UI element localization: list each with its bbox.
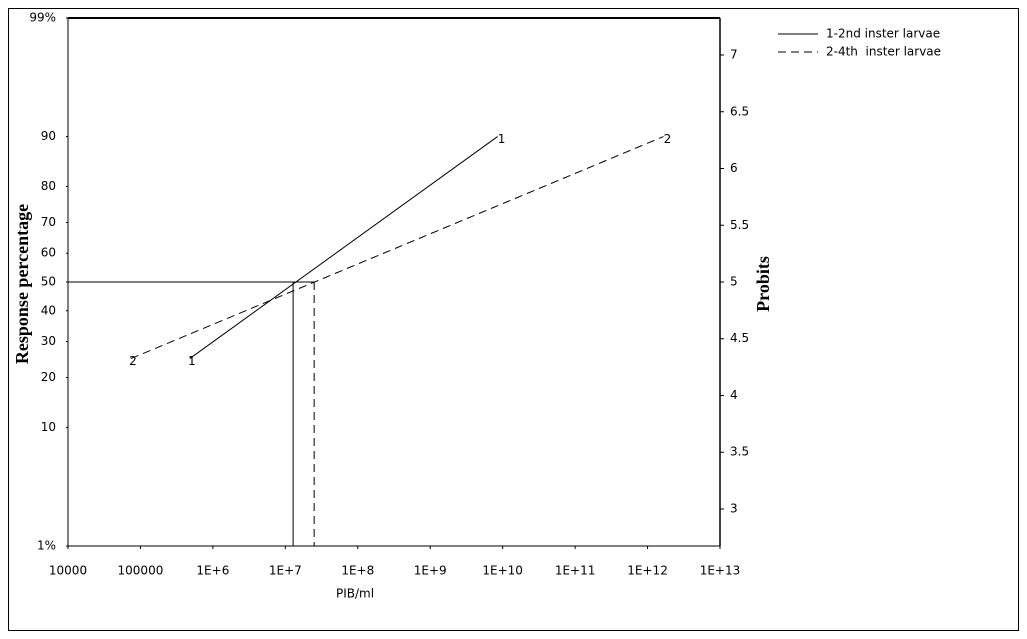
frame [8,8,1019,631]
point-label: 1 [188,354,196,368]
x-tick-label: 100000 [118,564,164,578]
x-tick-label: 1E+6 [196,564,229,578]
x-tick-label: 1E+11 [555,564,596,578]
y-tick-label: 10 [41,420,56,434]
point-label: 2 [129,354,137,368]
y2-tick-label: 6 [730,161,738,175]
x-tick-label: 1E+9 [414,564,447,578]
y2-tick-label: 6.5 [730,104,749,118]
y2-tick-label: 3 [730,501,738,515]
x-tick-label: 1E+10 [482,564,523,578]
legend-label: 2-4th inster larvae [826,45,941,59]
y2-tick-label: 4 [730,388,738,402]
y2-axis-title: Probits [753,256,773,312]
y-tick-label: 1% [37,539,56,553]
y2-tick-label: 4.5 [730,331,749,345]
y2-tick-label: 5 [730,275,738,289]
y-tick-label: 30 [41,334,56,348]
x-tick-label: 10000 [49,564,87,578]
y2-tick-label: 5.5 [730,218,749,232]
x-tick-label: 1E+12 [627,564,668,578]
legend-label: 1-2nd inster larvae [826,27,940,41]
series-line [130,136,664,360]
series-line [189,136,498,359]
y-tick-label: 70 [41,215,56,229]
x-axis-title: PIB/ml [336,587,374,601]
y-tick-label: 20 [41,370,56,384]
y-tick-label: 50 [41,275,56,289]
y-tick-label: 99% [29,11,56,25]
y2-tick-label: 3.5 [730,445,749,459]
y2-tick-label: 7 [730,48,738,62]
y-tick-label: 90 [41,129,56,143]
x-tick-label: 1E+13 [700,564,741,578]
point-label: 2 [664,132,672,146]
y-tick-label: 40 [41,303,56,317]
point-label: 1 [498,132,506,146]
x-tick-label: 1E+7 [269,564,302,578]
y-axis-title: Response percentage [12,204,32,364]
y-tick-label: 80 [41,179,56,193]
x-tick-label: 1E+8 [341,564,374,578]
y-tick-label: 60 [41,246,56,260]
